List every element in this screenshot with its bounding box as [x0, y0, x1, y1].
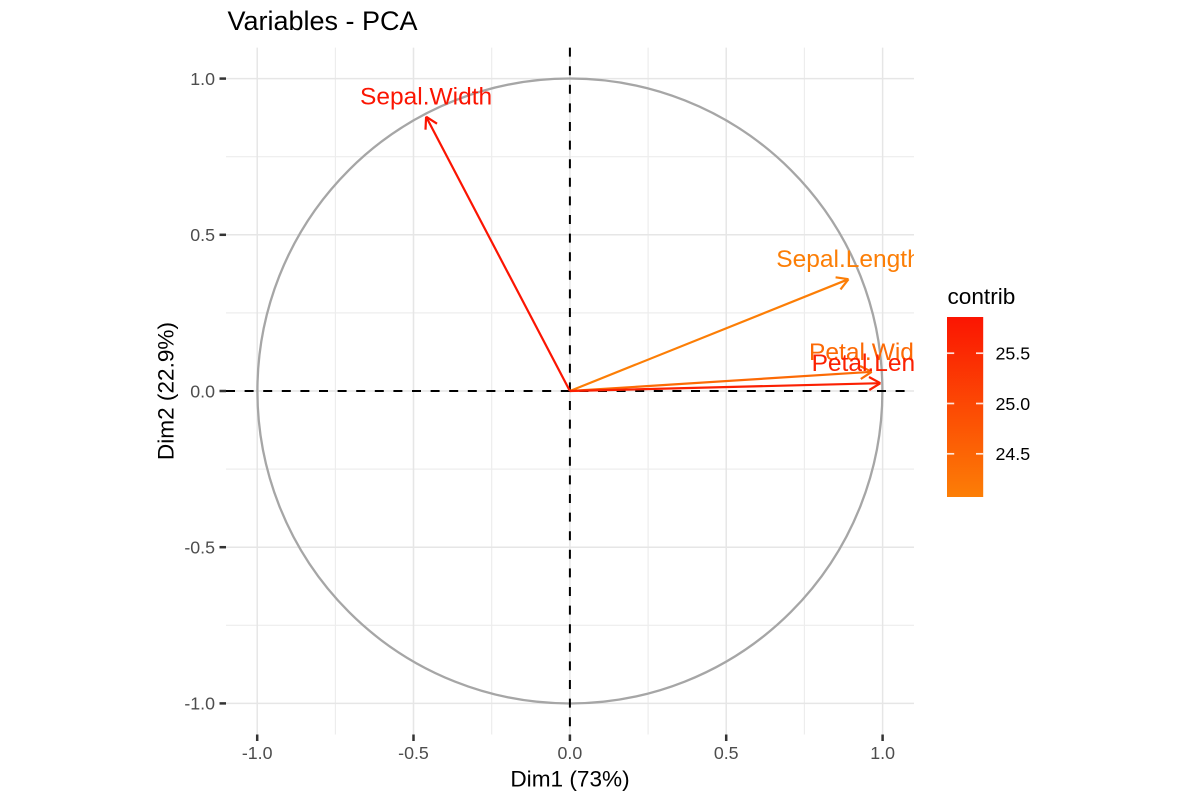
- svg-text:-1.0: -1.0: [242, 743, 273, 763]
- svg-text:1.0: 1.0: [870, 743, 895, 763]
- svg-text:contrib: contrib: [948, 284, 1016, 309]
- svg-text:Dim1 (73%): Dim1 (73%): [510, 767, 629, 792]
- svg-text:0.5: 0.5: [714, 743, 739, 763]
- svg-text:Sepal.Width: Sepal.Width: [360, 84, 492, 111]
- svg-text:0.0: 0.0: [190, 381, 215, 401]
- svg-text:Dim2 (22.9%): Dim2 (22.9%): [154, 322, 179, 460]
- svg-text:1.0: 1.0: [190, 69, 215, 89]
- svg-text:Petal.Width: Petal.Width: [809, 339, 934, 366]
- svg-text:-0.5: -0.5: [184, 538, 215, 558]
- svg-text:Sepal.Length: Sepal.Length: [776, 246, 920, 273]
- svg-text:Petal.Length: Petal.Length: [812, 350, 950, 377]
- svg-text:0.5: 0.5: [190, 225, 215, 245]
- svg-text:-0.5: -0.5: [398, 743, 429, 763]
- svg-text:25.0: 25.0: [996, 394, 1031, 414]
- svg-text:24.5: 24.5: [996, 444, 1031, 464]
- svg-text:Variables - PCA: Variables - PCA: [228, 6, 418, 36]
- svg-text:-1.0: -1.0: [184, 694, 215, 714]
- svg-text:25.5: 25.5: [996, 344, 1031, 364]
- svg-text:0.0: 0.0: [558, 743, 583, 763]
